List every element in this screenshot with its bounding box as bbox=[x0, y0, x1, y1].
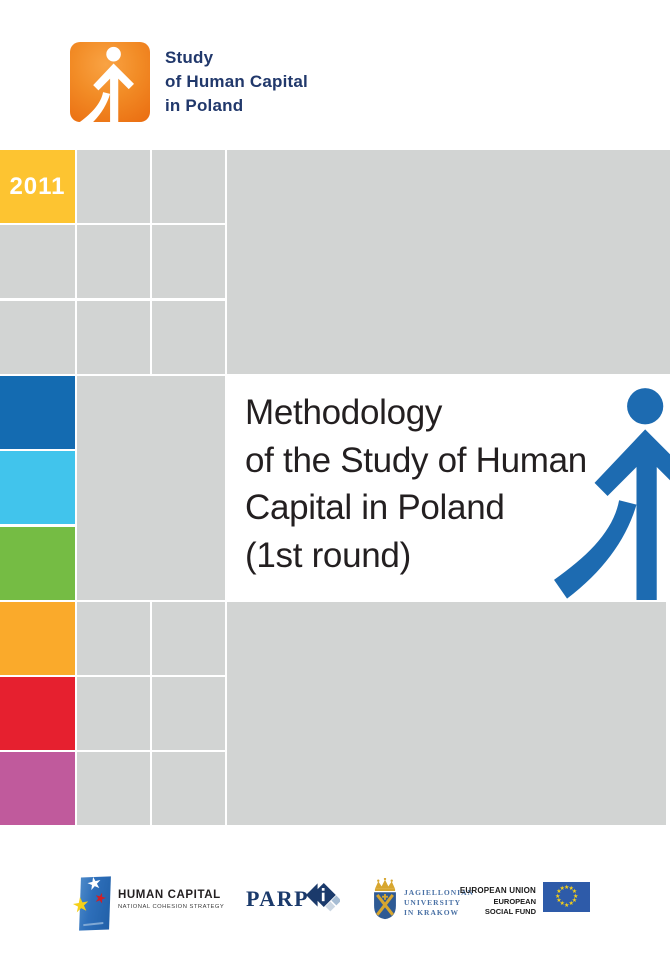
human-capital-flag-icon: ★ ★ ★ bbox=[71, 872, 111, 931]
title-band: Methodology of the Study of Human Capita… bbox=[227, 376, 670, 600]
eu-line: EUROPEAN bbox=[493, 896, 536, 906]
grid-cell bbox=[77, 225, 150, 298]
year-badge: 2011 bbox=[0, 150, 75, 223]
grid-cell bbox=[0, 225, 75, 298]
eu-flag-icon: ★ ★ ★ ★ ★ ★ ★ ★ ★ ★ ★ ★ bbox=[543, 882, 590, 912]
jagiellonian-line: JAGIELLONIAN bbox=[404, 888, 474, 897]
study-logo bbox=[70, 42, 150, 122]
study-logo-line: of Human Capital bbox=[165, 72, 308, 91]
grid-cell-blue bbox=[0, 376, 75, 449]
title-line: (1st round) bbox=[245, 535, 411, 575]
grid-cell bbox=[152, 225, 225, 298]
title-line: Capital in Poland bbox=[245, 488, 505, 527]
grid-block-bottom-right bbox=[227, 602, 666, 825]
person-figure-icon bbox=[79, 46, 134, 122]
star-icon: ★ bbox=[70, 893, 91, 918]
page-title: Methodology of the Study of Human Capita… bbox=[245, 389, 587, 579]
grid-cell-magenta bbox=[0, 752, 75, 825]
grid-cell bbox=[152, 752, 225, 825]
parp-diamond-icon bbox=[306, 878, 342, 917]
grid-block-top-right bbox=[227, 150, 670, 374]
human-capital-logo-text: HUMAN CAPITAL NATIONAL COHESION STRATEGY bbox=[118, 889, 224, 910]
person-figure-icon bbox=[554, 388, 670, 600]
grid-cell bbox=[77, 677, 150, 750]
grid-cell bbox=[77, 752, 150, 825]
jagiellonian-line: UNIVERSITY bbox=[404, 898, 462, 907]
eu-logo-text: EUROPEAN UNION EUROPEAN SOCIAL FUND bbox=[448, 886, 536, 916]
grid-block-middle bbox=[77, 376, 225, 600]
flag-wave-line bbox=[83, 921, 104, 926]
grid-cell bbox=[152, 602, 225, 675]
human-capital-title: HUMAN CAPITAL bbox=[118, 889, 221, 901]
jagiellonian-logo-text: JAGIELLONIAN UNIVERSITY IN KRAKOW bbox=[404, 888, 474, 918]
grid-cell bbox=[77, 301, 150, 374]
year-label: 2011 bbox=[9, 172, 66, 200]
study-logo-line: in Poland bbox=[165, 96, 244, 115]
title-line: of the Study of Human bbox=[245, 440, 587, 480]
grid-cell-green bbox=[0, 527, 75, 600]
human-capital-subtitle: NATIONAL COHESION STRATEGY bbox=[118, 904, 225, 910]
eu-line: EUROPEAN UNION bbox=[459, 886, 536, 895]
title-line: Methodology bbox=[245, 393, 443, 432]
eu-line: SOCIAL FUND bbox=[484, 907, 536, 916]
grid-cell bbox=[0, 301, 75, 374]
grid-cell bbox=[77, 150, 150, 223]
study-logo-text: Study of Human Capital in Poland bbox=[165, 46, 308, 118]
jagiellonian-line: IN KRAKOW bbox=[404, 908, 460, 917]
jagiellonian-crest-icon bbox=[372, 877, 398, 925]
study-logo-line: Study bbox=[165, 48, 214, 67]
parp-logo-text: PARP bbox=[246, 886, 310, 911]
grid-cell bbox=[152, 677, 225, 750]
grid-cell bbox=[152, 150, 225, 223]
grid-cell-cyan bbox=[0, 451, 75, 524]
grid-cell-orange bbox=[0, 602, 75, 675]
grid-cell bbox=[77, 602, 150, 675]
star-icon: ★ bbox=[92, 888, 109, 908]
grid-cell-red bbox=[0, 677, 75, 750]
grid-cell bbox=[152, 301, 225, 374]
